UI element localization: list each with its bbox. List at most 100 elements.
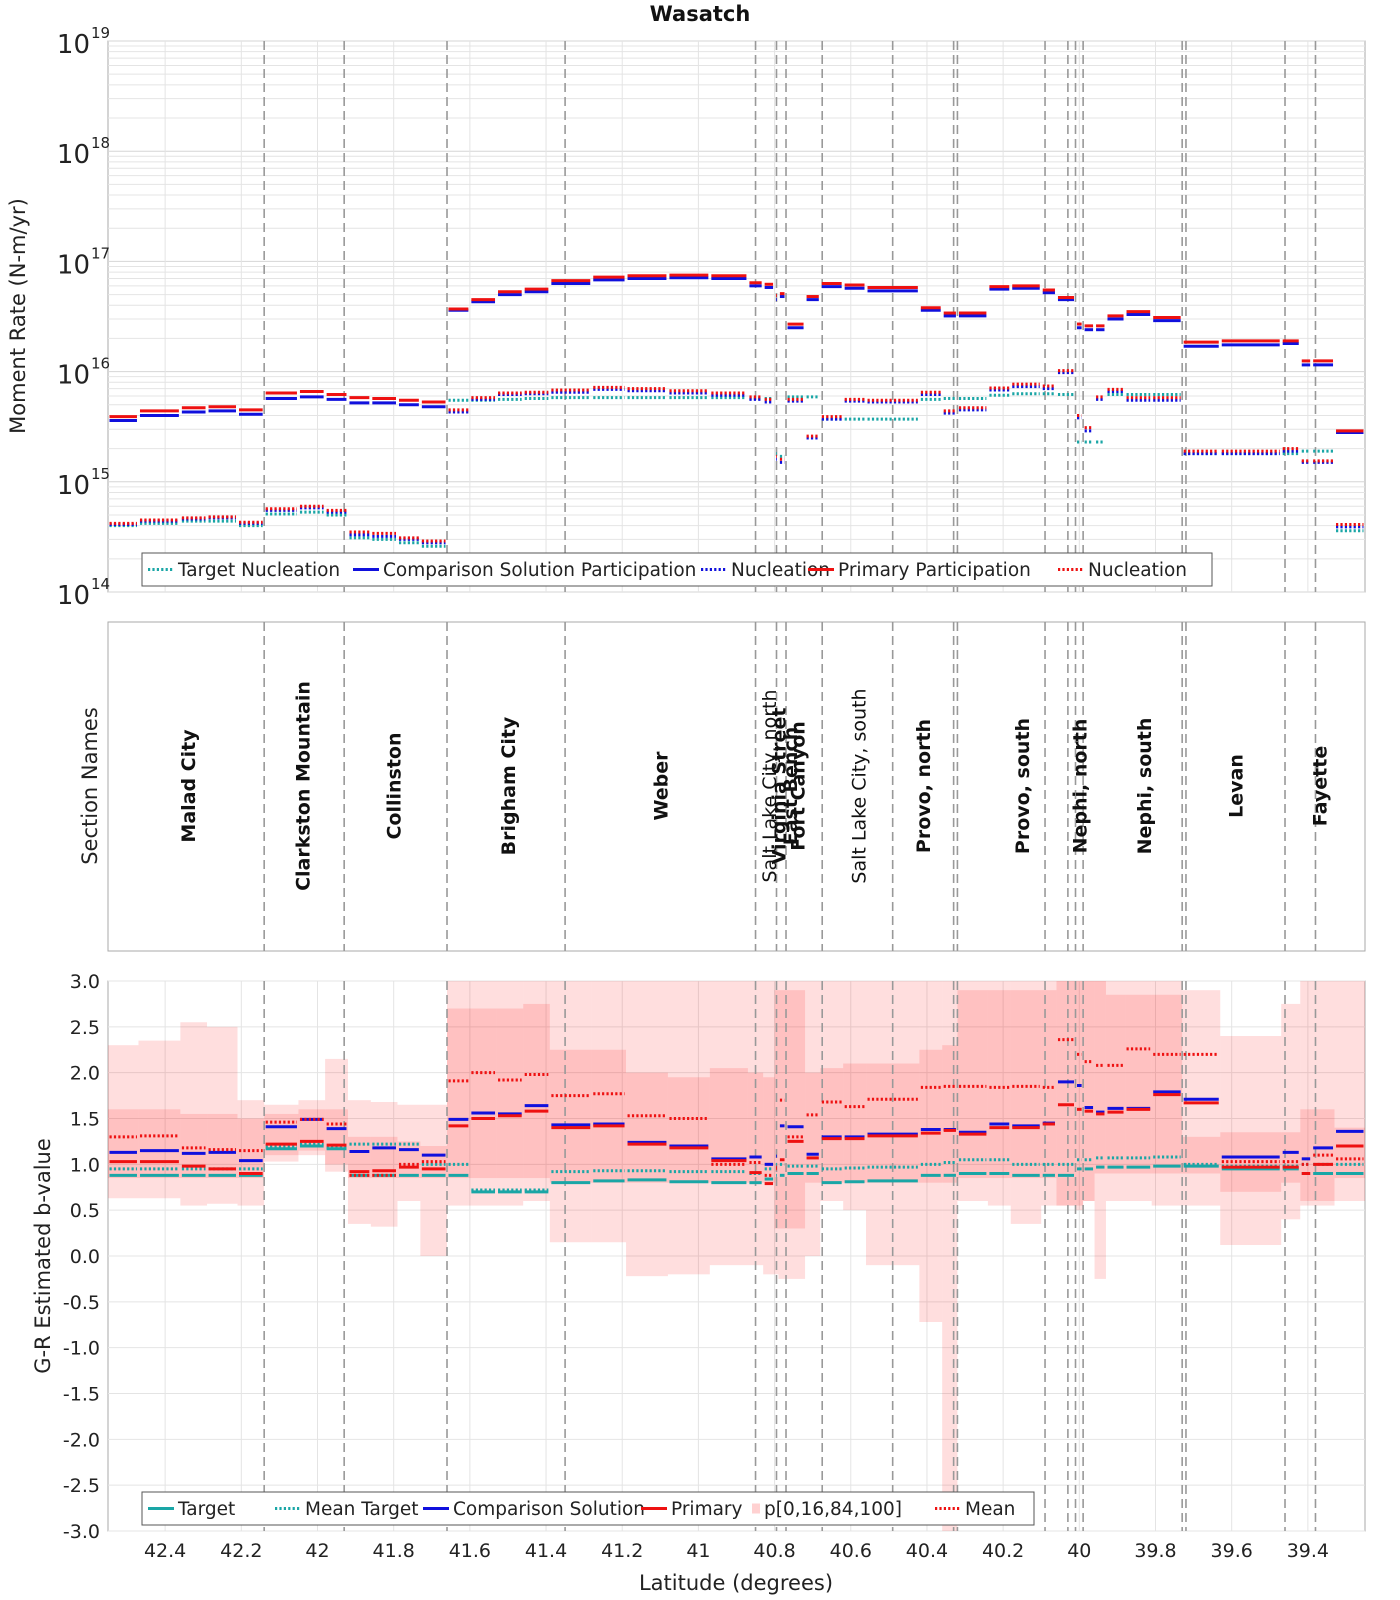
section-label: Virginia Street xyxy=(768,708,790,865)
band-p0-p100 xyxy=(138,1040,181,1199)
section-label: Provo, north xyxy=(913,719,935,853)
band-p16-p84 xyxy=(207,1113,238,1179)
band-p16-p84 xyxy=(420,1146,448,1179)
y-tick-exponent: 17 xyxy=(91,244,110,262)
section-label: Malad City xyxy=(178,729,200,843)
b-value-section-dividers xyxy=(263,981,1317,1531)
y-tick-label: 0.5 xyxy=(70,1200,100,1222)
b-value-x-ticks: 42.4 42.2 42 41.8 41.6 41.4 41.2 41 40.8 40.6 40.4… xyxy=(144,1540,1329,1562)
band-p16-p84 xyxy=(778,990,787,1229)
x-tick-label: 40.8 xyxy=(753,1540,795,1562)
band-p16-p84 xyxy=(447,1008,470,1179)
legend-label: Primary xyxy=(671,1499,743,1520)
band-p0-p100 xyxy=(347,1100,371,1224)
band-p0-p100 xyxy=(591,981,627,1243)
band-p0-p100 xyxy=(1311,981,1335,1206)
legend-label: Comparison Solution Participation xyxy=(383,560,696,581)
band-p16-p84 xyxy=(325,1109,348,1165)
b-value-percentile-bands xyxy=(108,981,1365,1531)
band-p16-p84 xyxy=(957,990,988,1179)
band-p0-p100 xyxy=(1220,1036,1282,1245)
y-tick-label: 1.5 xyxy=(70,1109,100,1131)
x-tick-label: 42 xyxy=(305,1540,329,1562)
x-tick-label: 40.4 xyxy=(906,1540,948,1562)
band-p0-p100 xyxy=(1125,981,1152,1201)
chart-title: Wasatch xyxy=(650,2,751,26)
legend-label: Primary Participation xyxy=(838,560,1031,581)
y-tick-label: 10 xyxy=(57,30,90,60)
b-value-series xyxy=(109,1038,1364,1194)
section-label: East Bench xyxy=(780,727,802,846)
band-p0-p100 xyxy=(447,981,470,1206)
band-p16-p84 xyxy=(397,1141,421,1179)
section-label: Provo, south xyxy=(1012,718,1034,854)
band-p0-p100 xyxy=(820,981,844,1201)
y-tick-label: 3.0 xyxy=(70,971,100,993)
b-value-y-label: G-R Estimated b-value xyxy=(31,1138,55,1374)
moment-rate-legend: Target Nucleation Comparison Solution Par… xyxy=(141,552,1213,587)
band-p0-p100 xyxy=(709,981,748,1266)
band-p16-p84 xyxy=(138,1109,181,1179)
band-p0-p100 xyxy=(1075,981,1084,1211)
band-p0-p100 xyxy=(1056,981,1076,1206)
y-tick-exponent: 14 xyxy=(91,575,110,593)
x-tick-label: 42.2 xyxy=(220,1540,262,1562)
band-p16-p84 xyxy=(626,1072,668,1183)
y-tick-label: 0.0 xyxy=(70,1246,100,1268)
section-name-labels: Malad City Clarkston Mountain Collinston Br… xyxy=(178,681,1331,891)
y-tick-label: 10 xyxy=(57,581,90,611)
section-names-panel: Malad City Clarkston Mountain Collinston Br… xyxy=(78,621,1366,952)
band-p0-p100 xyxy=(1010,981,1042,1224)
b-value-x-label: Latitude (degrees) xyxy=(639,1571,833,1595)
band-p16-p84 xyxy=(1182,1136,1221,1174)
band-p0-p100 xyxy=(523,981,550,1201)
band-p0-p100 xyxy=(987,981,1011,1206)
band-p16-p84 xyxy=(843,1063,867,1183)
band-p0-p100 xyxy=(667,981,710,1275)
y-tick-label: 2.5 xyxy=(70,1017,100,1039)
band-p0-p100 xyxy=(763,981,775,1275)
y-tick-label: -2.0 xyxy=(63,1429,100,1451)
legend-box xyxy=(141,552,1213,587)
x-tick-label: 39.6 xyxy=(1211,1540,1253,1562)
band-p16-p84 xyxy=(1125,994,1152,1174)
band-p16-p84 xyxy=(1010,990,1042,1179)
section-label: Collinston xyxy=(384,732,406,839)
band-p0-p100 xyxy=(237,1100,265,1206)
band-p0-p100 xyxy=(778,981,787,1279)
band-p16-p84 xyxy=(496,1008,524,1179)
band-p16-p84 xyxy=(1151,994,1183,1174)
y-tick-label: 10 xyxy=(57,361,90,391)
b-value-grid xyxy=(108,980,1365,1532)
band-p16-p84 xyxy=(469,1008,497,1179)
section-names-dividers xyxy=(263,622,1317,951)
legend-label: Nucleation xyxy=(1088,560,1187,581)
band-p16-p84 xyxy=(1105,994,1126,1174)
moment-rate-y-label: Moment Rate (N-m/yr) xyxy=(6,198,30,434)
band-p16-p84 xyxy=(298,1109,326,1151)
band-p16-p84 xyxy=(987,990,1011,1179)
band-p16-p84 xyxy=(347,1136,371,1179)
section-label: Weber xyxy=(650,751,672,821)
band-p16-p84 xyxy=(1083,981,1095,1201)
band-p16-p84 xyxy=(549,1049,592,1183)
y-tick-label: -1.5 xyxy=(63,1384,100,1406)
legend-swatch xyxy=(752,1503,760,1514)
band-p0-p100 xyxy=(1300,981,1312,1206)
section-label: Nephi, south xyxy=(1134,718,1156,855)
x-tick-label: 42.4 xyxy=(144,1540,186,1562)
section-label: Fayette xyxy=(1309,746,1331,826)
band-p0-p100 xyxy=(325,1058,348,1172)
x-tick-label: 41.6 xyxy=(449,1540,491,1562)
band-p16-p84 xyxy=(180,1113,208,1179)
band-p16-p84 xyxy=(1281,1132,1301,1183)
y-tick-exponent: 15 xyxy=(91,465,110,483)
y-tick-exponent: 19 xyxy=(91,24,110,42)
band-p16-p84 xyxy=(1300,1109,1312,1201)
x-tick-label: 40 xyxy=(1067,1540,1091,1562)
band-p16-p84 xyxy=(820,1068,844,1183)
band-p0-p100 xyxy=(626,981,668,1277)
band-p16-p84 xyxy=(1041,990,1057,1179)
